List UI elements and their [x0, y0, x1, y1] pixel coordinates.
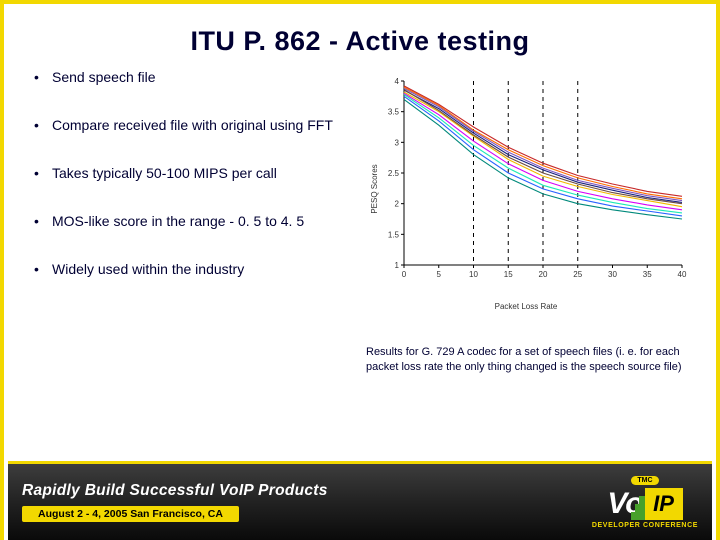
logo-ip-text: IP [653, 491, 674, 517]
content-area: Send speech file Compare received file w… [4, 57, 716, 375]
logo-ip-box: IP [645, 488, 683, 520]
pesq-chart: PESQ Scores 11.522.533.54051015202530354… [356, 69, 696, 309]
chart-caption: Results for G. 729 A codec for a set of … [356, 345, 696, 375]
svg-text:4: 4 [395, 77, 400, 86]
logo-tmc-badge: TMC [631, 476, 658, 485]
svg-text:25: 25 [573, 270, 582, 279]
svg-text:40: 40 [678, 270, 687, 279]
bullet-item: Send speech file [34, 69, 350, 87]
banner-subline: August 2 - 4, 2005 San Francisco, CA [22, 506, 239, 522]
chart-y-axis-label: PESQ Scores [370, 164, 379, 213]
svg-text:10: 10 [469, 270, 478, 279]
chart-canvas: 11.522.533.540510152025303540 [380, 75, 688, 287]
bullet-column: Send speech file Compare received file w… [34, 69, 350, 375]
svg-text:5: 5 [437, 270, 442, 279]
svg-text:35: 35 [643, 270, 652, 279]
bullet-item: MOS-like score in the range - 0. 5 to 4.… [34, 213, 350, 231]
bullet-item: Compare received file with original usin… [34, 117, 350, 135]
bullet-list: Send speech file Compare received file w… [34, 69, 350, 279]
banner-headline: Rapidly Build Successful VoIP Products [22, 482, 592, 500]
banner-text: Rapidly Build Successful VoIP Products A… [22, 482, 592, 522]
logo-voip: Vo IP [607, 487, 682, 521]
svg-text:0: 0 [402, 270, 407, 279]
staircase-icon [631, 488, 645, 520]
banner-logo: TMC Vo IP DEVELOPER CONFERENCE [592, 476, 698, 529]
svg-text:3: 3 [395, 138, 400, 147]
slide: ITU P. 862 - Active testing Send speech … [0, 0, 720, 540]
svg-text:30: 30 [608, 270, 617, 279]
banner-stripe [8, 461, 712, 464]
logo-dev-text: DEVELOPER CONFERENCE [592, 522, 698, 529]
svg-text:1.5: 1.5 [388, 230, 400, 239]
svg-text:15: 15 [504, 270, 513, 279]
svg-text:2.5: 2.5 [388, 169, 400, 178]
svg-text:20: 20 [539, 270, 548, 279]
chart-x-axis-label: Packet Loss Rate [495, 302, 558, 311]
bullet-item: Takes typically 50-100 MIPS per call [34, 165, 350, 183]
chart-column: PESQ Scores 11.522.533.54051015202530354… [350, 69, 696, 375]
bullet-item: Widely used within the industry [34, 261, 350, 279]
svg-text:2: 2 [395, 200, 400, 209]
svg-text:1: 1 [395, 261, 400, 270]
slide-title: ITU P. 862 - Active testing [4, 26, 716, 57]
logo-block: TMC Vo IP DEVELOPER CONFERENCE [592, 476, 698, 529]
svg-text:3.5: 3.5 [388, 108, 400, 117]
footer-banner: Rapidly Build Successful VoIP Products A… [8, 464, 712, 540]
